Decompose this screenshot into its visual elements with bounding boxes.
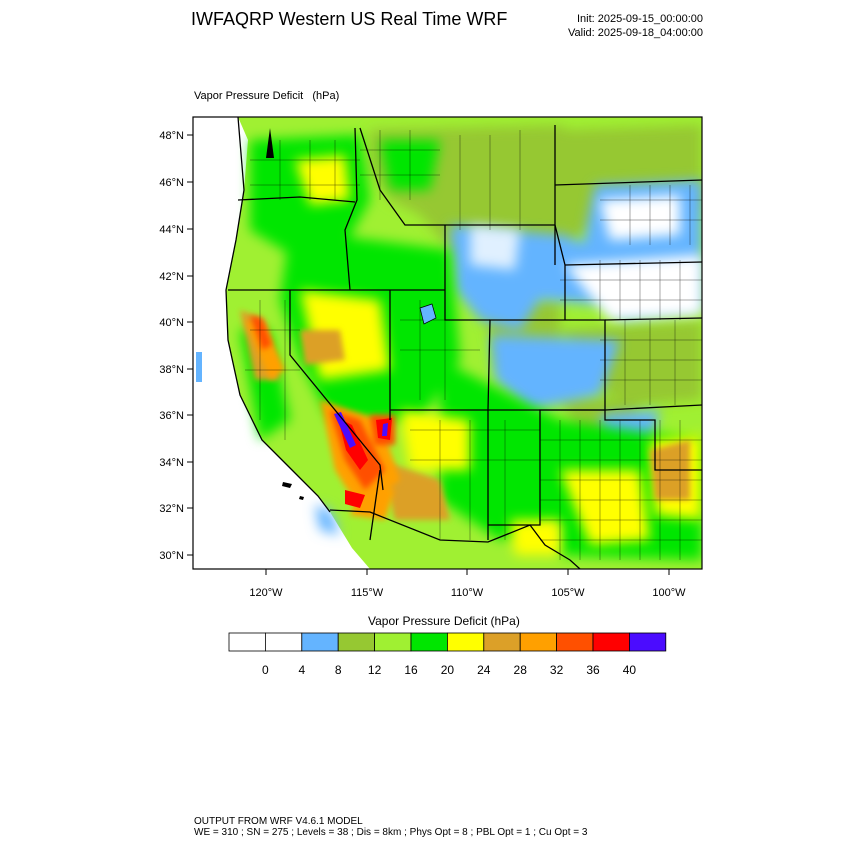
lat-label: 30°N [159, 550, 184, 562]
map-field-title: Vapor Pressure Deficit (hPa) [194, 90, 340, 102]
lon-label: 100°W [652, 587, 686, 599]
footer-line-2: WE = 310 ; SN = 275 ; Levels = 38 ; Dis … [194, 827, 588, 838]
colorbar-label: 36 [586, 663, 600, 677]
field-violet [334, 412, 388, 448]
colorbar-swatch [410, 632, 448, 652]
lon-label: 120°W [249, 587, 283, 599]
field-white [470, 195, 702, 320]
lat-label: 46°N [159, 177, 184, 189]
colorbar-title: Vapor Pressure Deficit (hPa) [368, 614, 520, 628]
colorbar-label: 0 [262, 663, 269, 677]
lat-label: 48°N [159, 130, 184, 142]
colorbar-swatch [592, 632, 630, 652]
lat-label: 34°N [159, 457, 184, 469]
colorbar: 0 4 8 12 16 20 24 28 32 36 40 [228, 632, 667, 677]
colorbar-swatch [483, 632, 521, 652]
colorbar-label: 20 [441, 663, 455, 677]
lat-label: 32°N [159, 503, 184, 515]
colorbar-label: 16 [404, 663, 418, 677]
lon-label: 110°W [451, 587, 484, 599]
figure-title: IWFAQRP Western US Real Time WRF [191, 9, 508, 29]
colorbar-swatch [519, 632, 558, 652]
colorbar-swatch [374, 632, 412, 652]
lon-label: 115°W [351, 587, 384, 599]
state-borders [225, 117, 702, 569]
lon-labels: 120°W 115°W 110°W 105°W 100°W [249, 587, 686, 599]
colorbar-label: 40 [623, 663, 637, 677]
model-footer: OUTPUT FROM WRF V4.6.1 MODEL WE = 310 ; … [194, 816, 587, 838]
colorbar-label: 32 [550, 663, 564, 677]
footer-line-1: OUTPUT FROM WRF V4.6.1 MODEL [194, 816, 363, 827]
colorbar-swatch [629, 632, 667, 652]
lat-label: 38°N [159, 364, 184, 376]
islands [266, 128, 304, 500]
colorbar-swatch [301, 632, 339, 652]
lon-label: 105°W [551, 587, 585, 599]
county-lines [245, 130, 702, 560]
lat-labels: 48°N 46°N 44°N 42°N 40°N 38°N 36°N 34°N … [159, 130, 184, 562]
lat-label: 42°N [159, 271, 184, 283]
colorbar-swatch [264, 632, 303, 652]
init-time: Init: 2025-09-15_00:00:00 [577, 13, 703, 25]
colorbar-swatch [337, 632, 376, 652]
lat-label: 40°N [159, 317, 184, 329]
offshore-patch [196, 352, 202, 382]
colorbar-label: 8 [335, 663, 342, 677]
colorbar-label: 28 [514, 663, 528, 677]
map-frame [192, 116, 703, 570]
valid-time: Valid: 2025-09-18_04:00:00 [568, 27, 703, 39]
lakes [419, 303, 437, 325]
lat-label: 36°N [159, 410, 184, 422]
colorbar-swatch [556, 632, 594, 652]
colorbar-label: 4 [298, 663, 305, 677]
colorbar-swatch [228, 632, 266, 652]
map-field [193, 117, 702, 569]
colorbar-label: 24 [477, 663, 491, 677]
lat-label: 44°N [159, 224, 184, 236]
colorbar-swatch [446, 632, 485, 652]
colorbar-label: 12 [368, 663, 382, 677]
map-ticks [187, 134, 670, 575]
